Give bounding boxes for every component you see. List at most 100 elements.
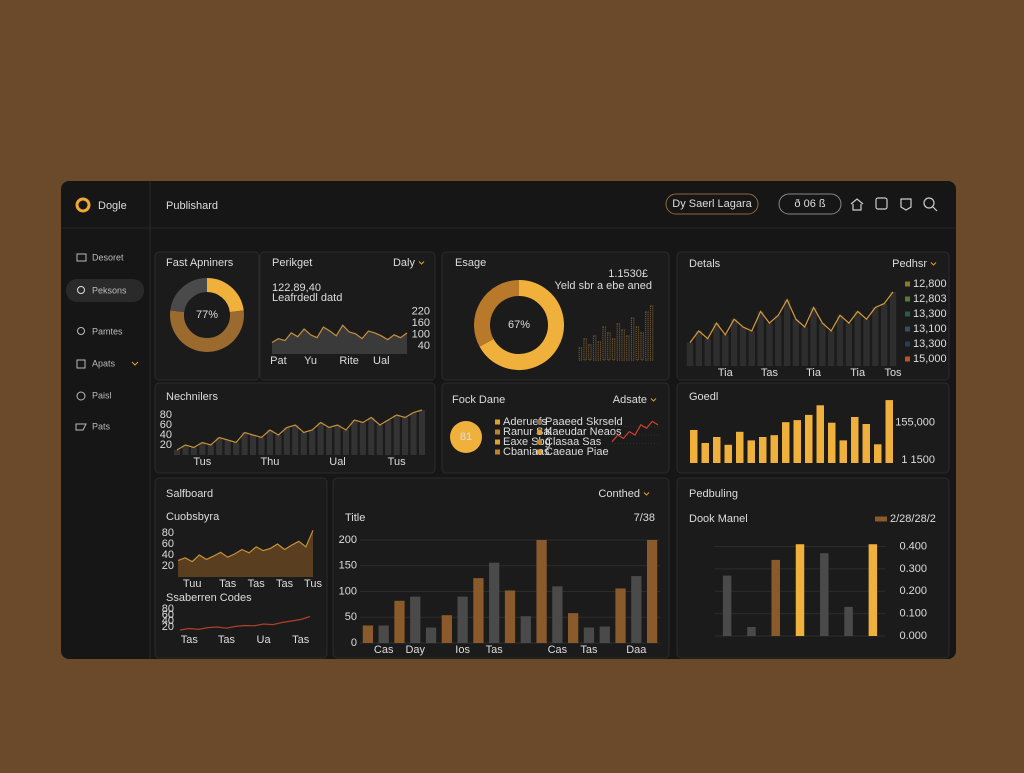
y-tick-label: 40 [162, 549, 174, 561]
bar [334, 425, 341, 455]
panel-title: Ssaberren Codes [166, 592, 252, 604]
dropdown-chevron[interactable] [930, 262, 937, 266]
logo: Dogle [98, 200, 127, 212]
legend-label: Ranur Sal [503, 426, 552, 438]
legend-swatch [537, 419, 542, 425]
bar [241, 432, 248, 455]
y-tick-label: 40 [160, 429, 172, 441]
y-tick-label: 0.400 [899, 540, 927, 552]
legend-label: Aderuefs [503, 416, 548, 428]
bar [759, 437, 767, 463]
bar [173, 450, 181, 455]
y-tick-label: 20 [162, 621, 174, 633]
legend-swatch [537, 429, 542, 435]
x-tick-label: Tas [580, 644, 598, 656]
legend-swatch [495, 429, 500, 435]
bar [701, 442, 709, 463]
mini-bar [645, 311, 649, 361]
home-icon[interactable] [850, 198, 864, 211]
bookmark-icon[interactable] [900, 198, 912, 211]
dropdown-chevron[interactable] [643, 492, 650, 496]
bar [393, 415, 400, 455]
nav-item[interactable]: Paisl [92, 390, 112, 400]
search-icon[interactable] [923, 197, 935, 209]
donut-segment [170, 278, 208, 313]
x-tick-label: Thu [260, 456, 279, 468]
x-tick-label: Yu [304, 355, 317, 367]
bar [801, 327, 808, 366]
nav-item[interactable]: Peksons [92, 285, 127, 295]
mini-bar [578, 347, 583, 361]
dropdown: Conthed [598, 488, 640, 500]
subtitle: Leafrdedl datd [272, 292, 342, 304]
dropdown: Daly [393, 257, 416, 269]
bar [504, 590, 516, 643]
bar [351, 420, 358, 455]
bar [747, 627, 756, 636]
bar [713, 323, 720, 366]
mail-icon[interactable] [875, 197, 888, 210]
dropdown-chevron[interactable] [650, 398, 657, 402]
bar [889, 291, 897, 366]
bar [690, 429, 698, 463]
legend-label: 12,803 [913, 293, 947, 305]
x-tick-label: Tia [718, 367, 734, 379]
bar [266, 430, 273, 455]
dropdown-chevron[interactable] [418, 261, 425, 265]
mini-bar [616, 323, 621, 361]
line [179, 615, 311, 631]
nav-item[interactable]: Apats [92, 358, 116, 368]
bar [385, 420, 392, 455]
logo-icon [75, 197, 91, 213]
nav-item[interactable]: Pats [92, 421, 111, 431]
nav-icon [76, 359, 86, 369]
headline: 1.1530£ [608, 268, 648, 280]
line [611, 420, 659, 443]
bar [881, 303, 888, 366]
area [272, 325, 407, 354]
mini-bar [588, 344, 592, 361]
bar [851, 416, 859, 463]
legend-swatch [905, 326, 910, 332]
y-tick-label: 40 [418, 340, 430, 352]
bar [376, 425, 383, 455]
panel [676, 477, 950, 659]
bar [748, 330, 755, 366]
bar [599, 626, 610, 643]
legend-swatch [905, 356, 910, 362]
bar [441, 615, 452, 643]
bar [885, 400, 893, 463]
toggle[interactable] [778, 193, 842, 215]
subtitle: Yeld sbr a ebe aned [555, 280, 652, 292]
y-tick-label: 60 [162, 538, 174, 550]
search-button[interactable] [665, 193, 759, 215]
nav-item[interactable]: Pamtes [92, 326, 123, 336]
y-tick-label: 60 [162, 609, 174, 621]
y-tick-label: 1 1500 [901, 454, 935, 466]
legend-label: Clasaa Sas [545, 436, 602, 448]
bar [418, 410, 426, 455]
bar [568, 613, 579, 643]
nav-item[interactable]: Desoret [92, 252, 124, 262]
x-tick-label: Tas [218, 634, 236, 646]
bar [646, 540, 658, 643]
legend-label: 13,300 [913, 338, 947, 350]
x-tick-label: Tuu [183, 578, 202, 590]
bar [309, 430, 316, 455]
bar [775, 315, 782, 366]
bar [300, 432, 307, 455]
page-label: 7/38 [634, 512, 655, 524]
bar [615, 588, 626, 643]
bar [283, 427, 290, 455]
y-tick-label: 20 [160, 439, 172, 451]
x-tick-label: Tus [304, 578, 322, 590]
x-tick-label: Tas [219, 578, 237, 590]
bar [836, 315, 844, 366]
bar [378, 625, 389, 643]
panel-title: Salfboard [166, 488, 213, 500]
y-tick-label: 20 [162, 560, 174, 572]
bar [874, 444, 882, 463]
panel-title: Title [345, 512, 365, 524]
bar [249, 435, 257, 455]
